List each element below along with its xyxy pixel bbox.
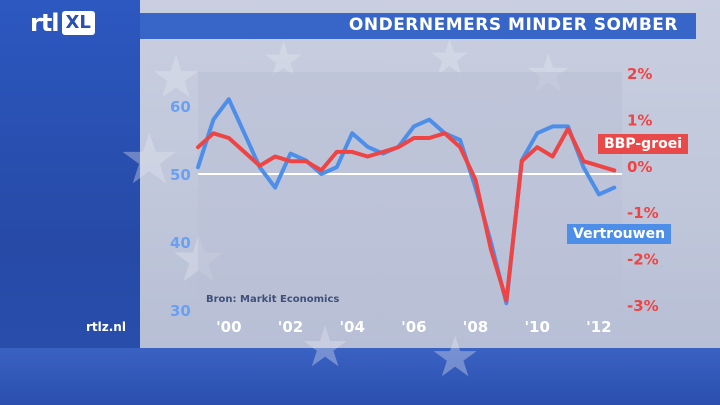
bottom-band [0,348,720,405]
background-left-panel [0,0,140,405]
source-note: Bron: Markit Economics [206,294,339,305]
x-axis-tick-label: '04 [339,318,364,336]
right-axis-tick-label: 1% [627,111,652,129]
x-axis-tick-label: '06 [401,318,426,336]
left-axis-tick-label: 30 [170,302,191,320]
x-axis-tick-label: '08 [463,318,488,336]
logo-suffix-badge: XL [61,11,95,35]
brand-logo: rtl XL [30,8,95,38]
right-axis-tick-label: -1% [627,204,659,222]
page-title: ONDERNEMERS MINDER SOMBER [348,15,678,35]
x-axis-tick-label: '12 [586,318,611,336]
series-line-bbp-groei [196,126,617,303]
x-axis-tick-label: '02 [278,318,303,336]
right-axis-tick-label: 2% [627,65,652,83]
left-axis-tick-label: 40 [170,234,191,252]
chart-plot-area [198,72,622,310]
star-decoration-icon: ★ [118,118,181,200]
star-decoration-icon: ★ [300,315,351,380]
series-line-vertrouwen [196,97,617,306]
right-axis-tick-label: -2% [627,251,659,269]
left-axis-tick-label: 60 [170,98,191,116]
left-axis-tick-label: 50 [170,166,191,184]
star-decoration-icon: ★ [150,43,202,111]
star-decoration-icon: ★ [430,325,481,390]
title-bar: ONDERNEMERS MINDER SOMBER [140,13,696,39]
right-axis-tick-label: -3% [627,297,659,315]
logo-main-text: rtl [30,9,60,37]
site-url: rtlz.nl [86,320,126,334]
right-axis-tick-label: 0% [627,158,652,176]
x-axis-tick-label: '00 [216,318,241,336]
x-axis-tick-label: '10 [524,318,549,336]
series-label-bbp-groei: BBP-groei [598,134,689,154]
series-label-vertrouwen: Vertrouwen [567,224,672,244]
